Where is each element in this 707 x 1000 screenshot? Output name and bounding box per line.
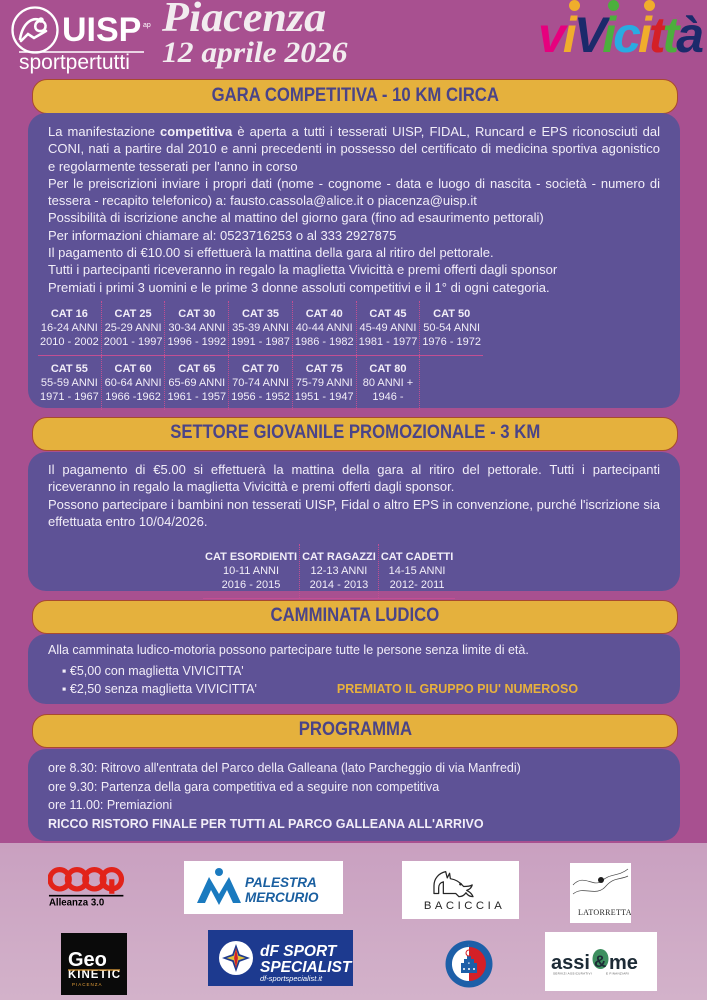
svg-text:df-sportspecialist.it: df-sportspecialist.it [260, 974, 323, 983]
svg-text:UISP: UISP [62, 11, 141, 49]
svg-text:&: & [594, 952, 606, 971]
svg-text:Alleanza 3.0: Alleanza 3.0 [49, 897, 104, 908]
svg-text:LATORRETTA: LATORRETTA [578, 908, 631, 917]
svg-text:BACICCIA: BACICCIA [424, 900, 505, 912]
svg-text:SERVIZI ASSICURATIVI: SERVIZI ASSICURATIVI [553, 971, 592, 975]
svg-text:●: ● [468, 961, 470, 965]
svg-text:sportpertutti: sportpertutti [19, 51, 130, 74]
svg-text:PIACENZA: PIACENZA [72, 982, 103, 987]
svg-text:aps: aps [143, 22, 151, 29]
svg-text:dF SPORT: dF SPORT [260, 943, 338, 960]
svg-text:Geo: Geo [68, 949, 107, 971]
svg-text:E FINANZIARI: E FINANZIARI [606, 971, 629, 975]
svg-text:PALESTRA: PALESTRA [245, 875, 317, 890]
svg-text:MERCURIO: MERCURIO [245, 890, 319, 905]
svg-text:KINETIC: KINETIC [68, 969, 121, 981]
